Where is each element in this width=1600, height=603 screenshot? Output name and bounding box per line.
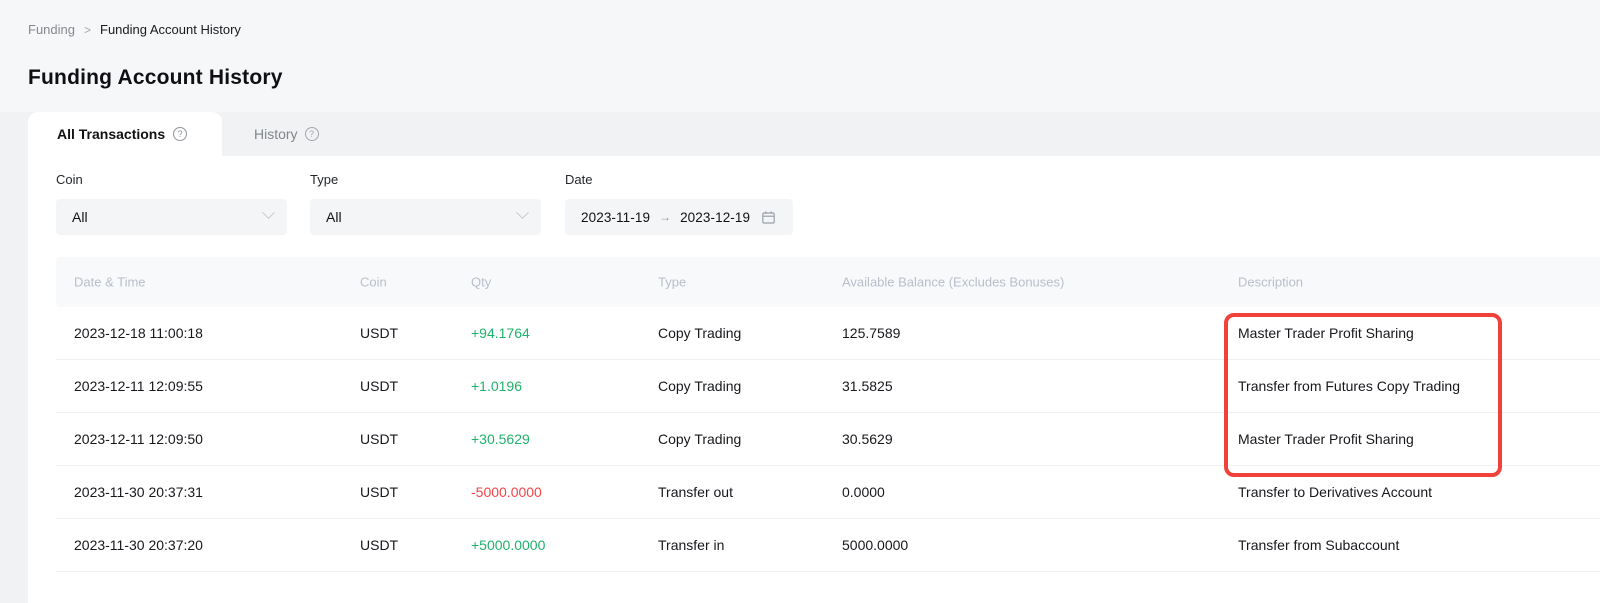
description-cell: Transfer from Subaccount <box>1238 537 1400 553</box>
chevron-down-icon <box>516 206 529 220</box>
filter-type: Type All <box>310 172 541 235</box>
breadcrumb-separator-icon: > <box>83 22 91 37</box>
coin-cell: USDT <box>360 325 399 341</box>
qty-cell: +5000.0000 <box>471 537 546 553</box>
date-from-value: 2023-11-19 <box>581 209 651 225</box>
column-header-datetime: Date & Time <box>74 274 146 290</box>
column-header-type: Type <box>658 274 687 290</box>
type-cell: Copy Trading <box>658 325 742 341</box>
table-row: 2023-12-18 11:00:18 USDT +94.1764 Copy T… <box>56 307 1600 360</box>
calendar-icon[interactable] <box>761 210 776 225</box>
question-circle-icon[interactable]: ? <box>304 127 319 141</box>
arrow-right-icon: → <box>659 210 672 224</box>
coin-cell: USDT <box>360 431 399 447</box>
coin-cell: USDT <box>360 378 399 394</box>
qty-cell: +94.1764 <box>471 325 530 341</box>
tab-all-transactions[interactable]: All Transactions ? <box>28 112 222 156</box>
breadcrumb: Funding > Funding Account History <box>28 22 241 37</box>
qty-cell: +30.5629 <box>471 431 530 447</box>
coin-select[interactable]: All <box>56 199 287 235</box>
type-cell: Transfer in <box>658 537 725 553</box>
question-circle-icon[interactable]: ? <box>173 127 188 141</box>
filter-coin: Coin All <box>56 172 287 235</box>
type-cell: Copy Trading <box>658 378 742 394</box>
type-cell: Transfer out <box>658 484 733 500</box>
date-range-picker[interactable]: 2023-11-19 → 2023-12-19 <box>565 199 793 235</box>
type-cell: Copy Trading <box>658 431 742 447</box>
transactions-table: Date & Time Coin Qty Type Available Bala… <box>56 257 1600 572</box>
coin-filter-label: Coin <box>56 172 83 187</box>
tab-history-label: History <box>254 126 298 142</box>
table-row: 2023-11-30 20:37:31 USDT -5000.0000 Tran… <box>56 466 1600 519</box>
breadcrumb-item-current: Funding Account History <box>100 22 241 37</box>
datetime-cell: 2023-11-30 20:37:20 <box>74 537 203 553</box>
filter-date: Date 2023-11-19 → 2023-12-19 <box>565 172 793 235</box>
table-row: 2023-12-11 12:09:50 USDT +30.5629 Copy T… <box>56 413 1600 466</box>
table-row: 2023-12-11 12:09:55 USDT +1.0196 Copy Tr… <box>56 360 1600 413</box>
balance-cell: 31.5825 <box>842 378 893 394</box>
datetime-cell: 2023-11-30 20:37:31 <box>74 484 203 500</box>
tab-bar <box>0 112 1600 156</box>
column-header-balance: Available Balance (Excludes Bonuses) <box>842 274 1065 290</box>
table-row: 2023-11-30 20:37:20 USDT +5000.0000 Tran… <box>56 519 1600 572</box>
balance-cell: 0.0000 <box>842 484 885 500</box>
date-filter-label: Date <box>565 172 593 187</box>
date-to-value: 2023-12-19 <box>680 209 751 225</box>
balance-cell: 125.7589 <box>842 325 901 341</box>
table-header: Date & Time Coin Qty Type Available Bala… <box>56 257 1600 307</box>
description-cell: Master Trader Profit Sharing <box>1238 431 1414 447</box>
datetime-cell: 2023-12-11 12:09:50 <box>74 431 203 447</box>
balance-cell: 5000.0000 <box>842 537 909 553</box>
breadcrumb-item-funding[interactable]: Funding <box>28 22 75 37</box>
column-header-description: Description <box>1238 274 1304 290</box>
qty-cell: +1.0196 <box>471 378 522 394</box>
balance-cell: 30.5629 <box>842 431 893 447</box>
tab-history[interactable]: History ? <box>254 112 319 156</box>
column-header-coin: Coin <box>360 274 387 290</box>
column-header-qty: Qty <box>471 274 492 290</box>
type-select[interactable]: All <box>310 199 541 235</box>
description-cell: Master Trader Profit Sharing <box>1238 325 1414 341</box>
description-cell: Transfer to Derivatives Account <box>1238 484 1433 500</box>
datetime-cell: 2023-12-11 12:09:55 <box>74 378 203 394</box>
chevron-down-icon <box>262 206 275 220</box>
datetime-cell: 2023-12-18 11:00:18 <box>74 325 203 341</box>
coin-select-value: All <box>72 209 88 225</box>
coin-cell: USDT <box>360 537 399 553</box>
page-title: Funding Account History <box>28 66 283 89</box>
description-cell: Transfer from Futures Copy Trading <box>1238 378 1461 394</box>
tab-all-transactions-label: All Transactions <box>57 126 166 142</box>
type-select-value: All <box>326 209 342 225</box>
qty-cell: -5000.0000 <box>471 484 542 500</box>
coin-cell: USDT <box>360 484 399 500</box>
type-filter-label: Type <box>310 172 339 187</box>
page-top-band <box>0 0 1600 112</box>
